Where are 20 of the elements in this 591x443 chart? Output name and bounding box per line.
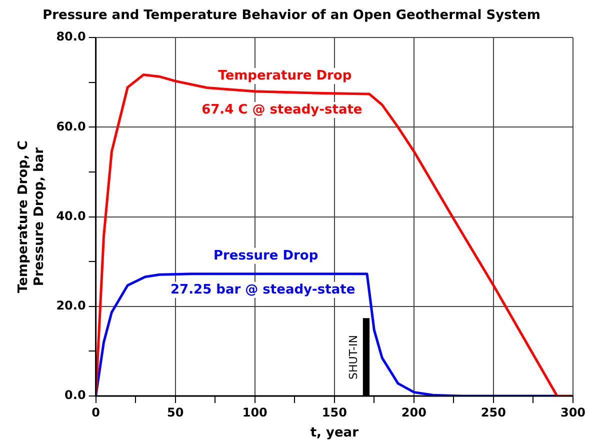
y-tick-label: 20.0 xyxy=(56,298,86,313)
chart-title: Pressure and Temperature Behavior of an Open Geothermal System xyxy=(42,8,540,24)
x-tick-label: 100 xyxy=(242,405,268,420)
y-tick-label: 40.0 xyxy=(56,208,86,223)
x-tick-label: 150 xyxy=(322,405,347,420)
y-tick-label: 0.0 xyxy=(64,388,86,402)
text: SHUT-IN xyxy=(347,335,360,380)
y-tick-label: 60.0 xyxy=(56,119,86,134)
y-tick-label: 80.0 xyxy=(56,30,86,44)
x-axis-title: t, year xyxy=(310,426,360,441)
x-tick-label: 200 xyxy=(401,405,426,420)
x-tick-label: 250 xyxy=(480,405,506,420)
x-tick-label: 50 xyxy=(166,405,184,420)
y-axis-title: Temperature Drop, C Pressure Drop, bar xyxy=(16,140,47,294)
x-tick-label: 0 xyxy=(92,405,100,420)
series-label: Temperature Drop xyxy=(218,68,352,84)
series-label: Pressure Drop xyxy=(213,248,318,264)
x-tick-label: 300 xyxy=(560,405,586,420)
annotation: 67.4 C @ steady-state xyxy=(202,102,362,118)
annotation: 27.25 bar @ steady-state xyxy=(170,282,356,298)
